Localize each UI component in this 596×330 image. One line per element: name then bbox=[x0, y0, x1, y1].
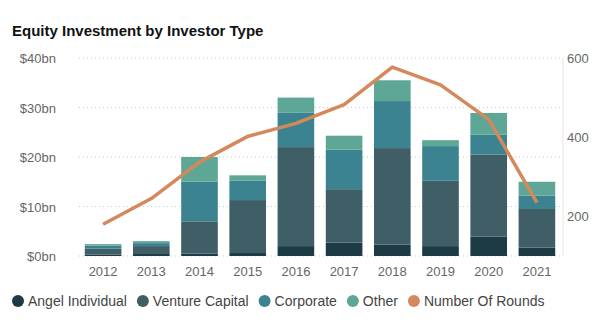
bar-segment bbox=[133, 241, 170, 243]
bar-segment bbox=[229, 175, 266, 180]
bar-segment bbox=[278, 147, 315, 246]
legend-marker bbox=[347, 295, 359, 307]
bar-segment bbox=[181, 221, 218, 253]
y-tick-label: $30bn bbox=[20, 101, 56, 116]
bar-segment bbox=[181, 182, 218, 222]
bar-segment bbox=[326, 136, 363, 150]
grid-line bbox=[79, 58, 561, 59]
bar-segment bbox=[229, 200, 266, 253]
y-tick-label: $40bn bbox=[20, 51, 56, 66]
bar-segment bbox=[374, 148, 411, 245]
bar-segment bbox=[422, 181, 459, 246]
x-tick-label: 2013 bbox=[137, 264, 166, 279]
x-tick-label: 2014 bbox=[185, 264, 214, 279]
y2-tick-label: 400 bbox=[567, 130, 589, 145]
legend-label: Venture Capital bbox=[153, 293, 249, 309]
bar-segment bbox=[181, 254, 218, 256]
bar-segment bbox=[374, 80, 411, 101]
bar-segment bbox=[85, 244, 122, 245]
legend-label: Corporate bbox=[275, 293, 337, 309]
bar-segment bbox=[422, 140, 459, 146]
bar-segment bbox=[133, 254, 170, 256]
bar-segment bbox=[374, 245, 411, 256]
bar-segment bbox=[519, 248, 556, 256]
legend-label: Number Of Rounds bbox=[424, 293, 545, 309]
bar-segment bbox=[133, 246, 170, 254]
legend-marker bbox=[137, 295, 149, 307]
bar-segment bbox=[326, 243, 363, 256]
chart: Equity Investment by Investor Type $0bn $1… bbox=[0, 0, 596, 330]
y2-tick-label: 200 bbox=[567, 209, 589, 224]
bar-segment bbox=[470, 113, 507, 135]
legend-label: Other bbox=[363, 293, 398, 309]
x-tick-label: 2021 bbox=[522, 264, 551, 279]
y2-tick-label: 600 bbox=[567, 51, 589, 66]
x-tick-label: 2012 bbox=[89, 264, 118, 279]
bar-segment bbox=[85, 249, 122, 255]
legend-marker bbox=[259, 295, 271, 307]
legend-label: Angel Individual bbox=[28, 293, 127, 309]
bar-segment bbox=[422, 146, 459, 181]
bar-segment bbox=[326, 189, 363, 242]
x-tick-label: 2016 bbox=[281, 264, 310, 279]
x-tick-label: 2018 bbox=[378, 264, 407, 279]
bar-segment bbox=[133, 243, 170, 246]
bar-segment bbox=[326, 150, 363, 190]
grid-line bbox=[79, 107, 561, 108]
legend-marker bbox=[12, 295, 24, 307]
y2-axis-line bbox=[563, 58, 564, 256]
bar-segment bbox=[229, 181, 266, 200]
y-tick-label: $0bn bbox=[27, 249, 56, 264]
title: Equity Investment by Investor Type bbox=[12, 22, 263, 39]
bar-segment bbox=[374, 101, 411, 148]
x-tick-label: 2017 bbox=[330, 264, 359, 279]
plot-area bbox=[85, 67, 555, 256]
bar-segment bbox=[278, 246, 315, 256]
legend-marker bbox=[408, 295, 420, 307]
bar-segment bbox=[85, 246, 122, 249]
bar-segment bbox=[519, 209, 556, 248]
bar-segment bbox=[470, 155, 507, 237]
bar-segment bbox=[470, 237, 507, 256]
bar-segment bbox=[278, 98, 315, 113]
bar-segment bbox=[422, 246, 459, 256]
y-tick-label: $10bn bbox=[20, 200, 56, 215]
x-tick-label: 2015 bbox=[233, 264, 262, 279]
x-tick-label: 2020 bbox=[474, 264, 503, 279]
y-tick-label: $20bn bbox=[20, 150, 56, 165]
bar-segment bbox=[229, 253, 266, 256]
line-series bbox=[103, 67, 537, 224]
bar-segment bbox=[85, 255, 122, 256]
x-tick-label: 2019 bbox=[426, 264, 455, 279]
